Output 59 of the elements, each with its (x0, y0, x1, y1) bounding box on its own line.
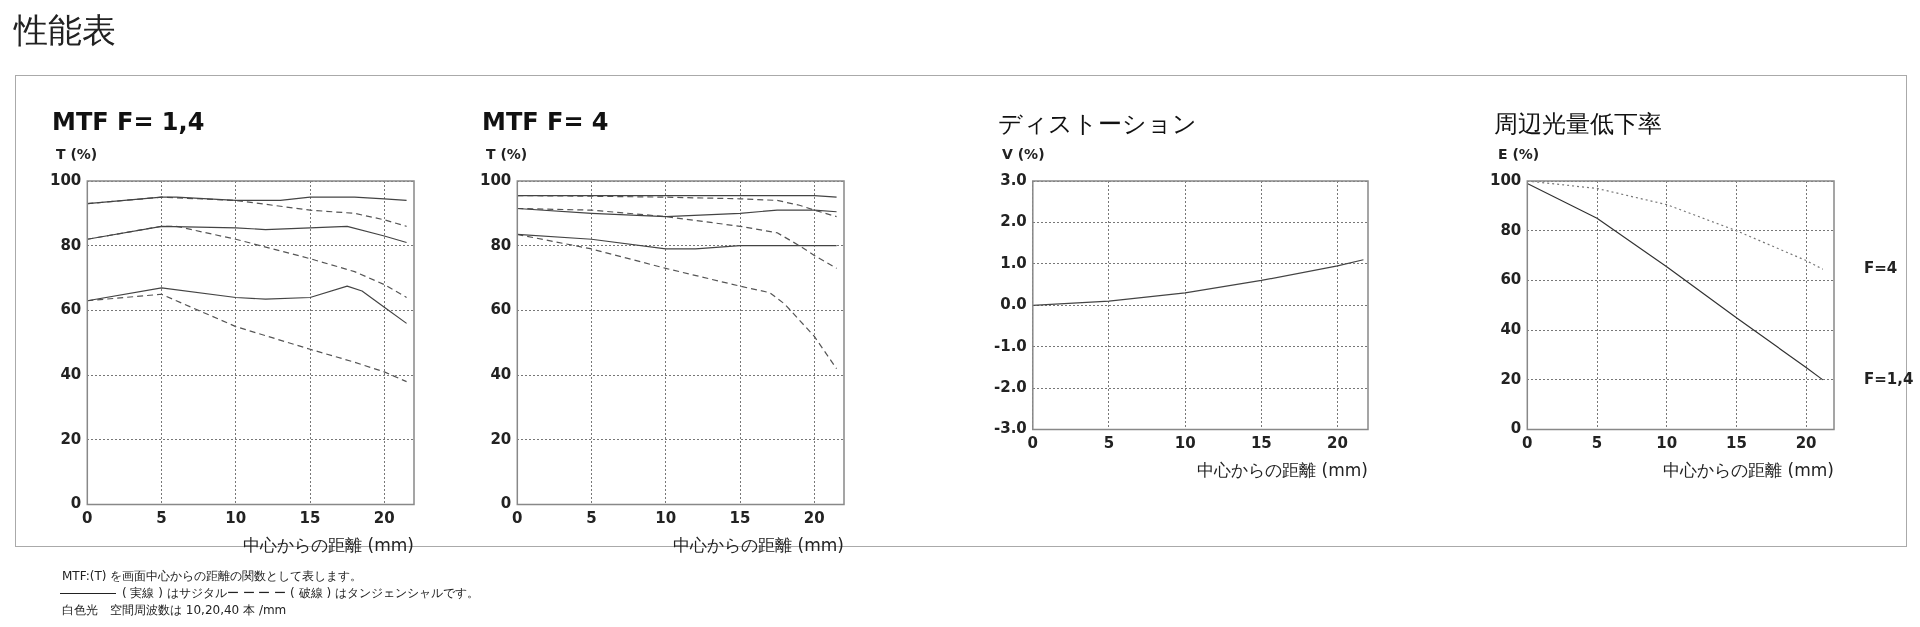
y-tick-label: 80 (490, 235, 512, 254)
line-series (517, 233, 838, 370)
x-tick-label: 5 (1103, 434, 1115, 453)
y-tick-label: 20 (1500, 369, 1522, 388)
y-tick-label: 100 (50, 170, 82, 189)
y-tick-label: 0 (1510, 419, 1522, 438)
y-tick-label: 100 (480, 170, 512, 189)
y-tick-label: 1.0 (1000, 253, 1027, 272)
x-tick-label: 15 (729, 509, 751, 528)
y-tick-label: 40 (60, 365, 82, 384)
y-tick-label: 3.0 (1000, 170, 1027, 189)
x-tick-label: 20 (1327, 434, 1348, 453)
chart-title: 周辺光量低下率 (1494, 109, 1662, 140)
text: MTF:(T) を画面中心からの距離の関数として表します。 (62, 568, 363, 585)
y-tick-label: -2.0 (993, 378, 1027, 397)
y-tick-label: 2.0 (1000, 212, 1027, 231)
x-tick-label: 10 (225, 509, 247, 528)
y-tick-label: 40 (1500, 320, 1522, 339)
chart-title: MTF F= 1,4 (52, 108, 205, 136)
y-tick-label: 60 (490, 300, 512, 319)
text: ( 実線 ) はサジタルー ー ー ー ( 破線 ) はタンジェンシャルです。 (122, 585, 479, 602)
y-tick-label: 0 (500, 494, 512, 513)
text: F=4 (1864, 259, 1898, 278)
x-tick-label: 10 (1174, 434, 1196, 453)
x-tick-label: 20 (803, 509, 825, 528)
x-tick-label: 20 (1795, 434, 1817, 453)
x-tick-label: 20 (373, 509, 395, 528)
chart-title: ディストーション (998, 109, 1197, 140)
x-tick-label: 5 (156, 509, 167, 528)
y-tick-label: 60 (60, 300, 82, 319)
x-tick-label: 5 (1591, 434, 1603, 453)
y-tick-label: 100 (1490, 170, 1522, 189)
y-tick-label: 0.0 (1000, 295, 1027, 314)
y-tick-label: -1.0 (993, 336, 1027, 355)
x-tick-label: 10 (1656, 434, 1678, 453)
x-tick-label: 5 (586, 509, 597, 528)
y-axis-title: T (%) (486, 146, 528, 162)
y-tick-label: -3.0 (993, 419, 1027, 438)
x-tick-label: 15 (1725, 434, 1747, 453)
y-axis-title: E (%) (1498, 146, 1540, 162)
x-axis-title: 中心からの距離 (mm) (1663, 460, 1834, 481)
x-tick-label: 15 (299, 509, 321, 528)
x-tick-label: 15 (1250, 434, 1272, 453)
y-axis-title: T (%) (56, 146, 98, 162)
y-tick-label: 0 (70, 494, 82, 513)
x-axis-title: 中心からの距離 (mm) (1197, 460, 1368, 481)
text: 白色光 空間周波数は 10,20,40 本 /mm (62, 602, 287, 619)
x-tick-label: 0 (1027, 434, 1039, 453)
x-axis-title: 中心からの距離 (mm) (673, 535, 844, 556)
y-axis-title: V (%) (1002, 146, 1045, 162)
text: 性能表 (14, 9, 116, 52)
chart-title: MTF F= 4 (482, 108, 609, 136)
y-tick-label: 40 (490, 365, 512, 384)
text: F=1,4 (1864, 369, 1914, 388)
x-axis-title: 中心からの距離 (mm) (243, 535, 414, 556)
y-tick-label: 80 (60, 235, 82, 254)
x-tick-label: 10 (655, 509, 677, 528)
y-tick-label: 80 (1500, 220, 1522, 239)
y-tick-label: 60 (1500, 270, 1522, 289)
